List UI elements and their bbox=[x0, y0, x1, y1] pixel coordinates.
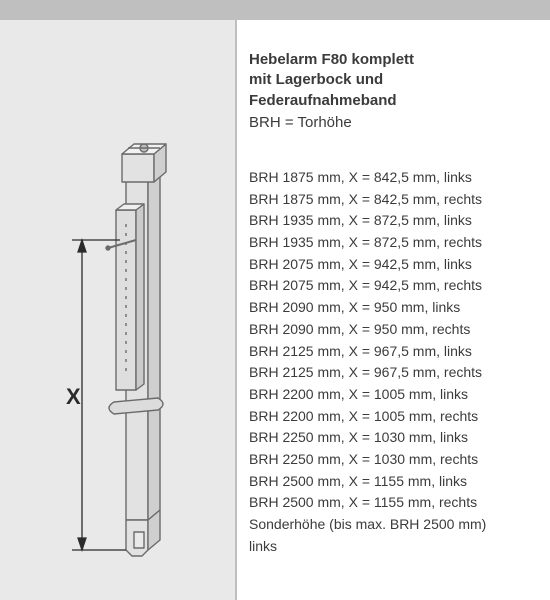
left-pane: X bbox=[0, 20, 235, 600]
spec-row: BRH 2075 mm, X = 942,5 mm, links bbox=[249, 254, 538, 276]
spec-row: BRH 2075 mm, X = 942,5 mm, rechts bbox=[249, 275, 538, 297]
right-pane: Hebelarm F80 komplett mit Lagerbock und … bbox=[237, 20, 550, 600]
dimension-x-label: X bbox=[66, 384, 81, 409]
spec-row: BRH 2500 mm, X = 1155 mm, rechts bbox=[249, 492, 538, 514]
spec-row: BRH 2500 mm, X = 1155 mm, links bbox=[249, 471, 538, 493]
spec-row: BRH 2200 mm, X = 1005 mm, links bbox=[249, 384, 538, 406]
page: X Hebelarm F80 komplett mit Lagerbock un… bbox=[0, 0, 550, 600]
spacing bbox=[249, 133, 538, 167]
spec-row: BRH 1875 mm, X = 842,5 mm, rechts bbox=[249, 189, 538, 211]
title-line-3: Federaufnahmeband bbox=[249, 91, 538, 111]
spec-row: Sonderhöhe (bis max. BRH 2500 mm) bbox=[249, 514, 538, 536]
spec-row: BRH 2125 mm, X = 967,5 mm, rechts bbox=[249, 362, 538, 384]
subtitle-line: BRH = Torhöhe bbox=[249, 113, 538, 133]
spec-row: BRH 1875 mm, X = 842,5 mm, links bbox=[249, 167, 538, 189]
spec-row: BRH 1935 mm, X = 872,5 mm, links bbox=[249, 210, 538, 232]
lever-arm-diagram: X bbox=[30, 120, 205, 560]
spec-row: BRH 2250 mm, X = 1030 mm, rechts bbox=[249, 449, 538, 471]
spec-row: BRH 1935 mm, X = 872,5 mm, rechts bbox=[249, 232, 538, 254]
title-line-2: mit Lagerbock und bbox=[249, 70, 538, 90]
spec-row: links bbox=[249, 536, 538, 558]
spec-row: BRH 2125 mm, X = 967,5 mm, links bbox=[249, 341, 538, 363]
top-bar bbox=[0, 0, 550, 20]
spec-row: BRH 2090 mm, X = 950 mm, rechts bbox=[249, 319, 538, 341]
title-line-1: Hebelarm F80 komplett bbox=[249, 50, 538, 70]
spec-row: BRH 2250 mm, X = 1030 mm, links bbox=[249, 427, 538, 449]
spec-row: BRH 2200 mm, X = 1005 mm, rechts bbox=[249, 406, 538, 428]
spec-row: BRH 2090 mm, X = 950 mm, links bbox=[249, 297, 538, 319]
